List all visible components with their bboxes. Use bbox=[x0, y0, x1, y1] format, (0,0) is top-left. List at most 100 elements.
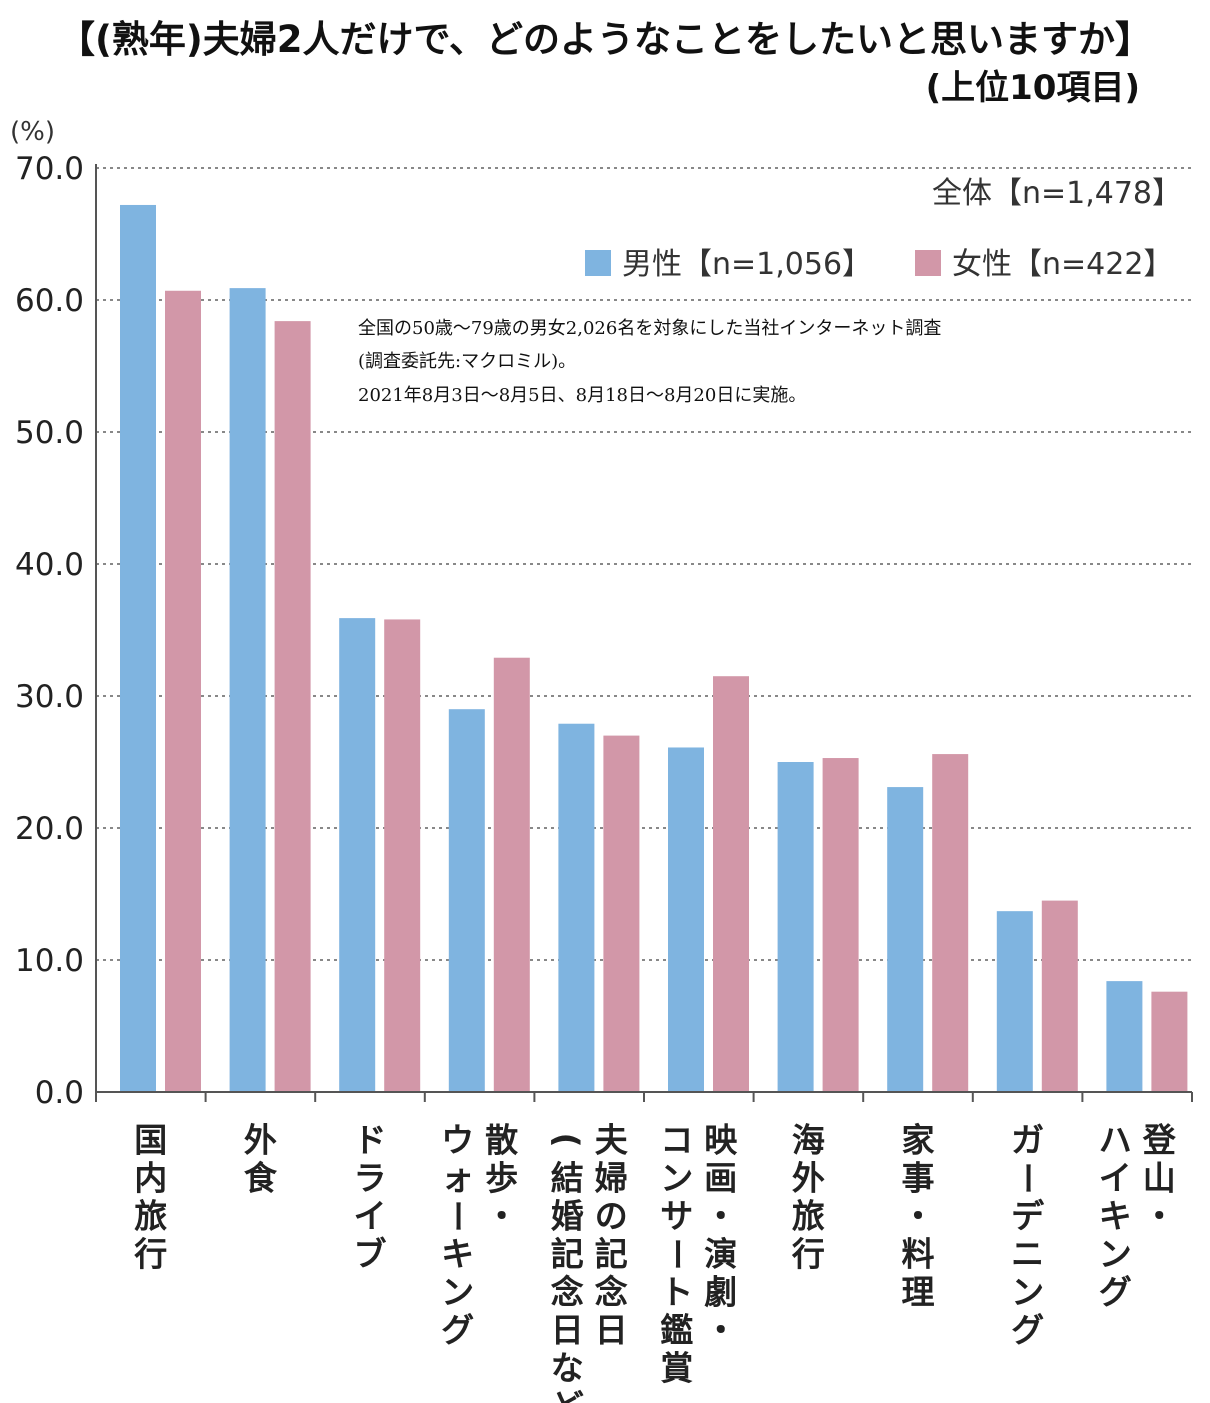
note-line-1: 全国の50歳〜79歳の男女2,026名を対象にした当社インターネット調査 bbox=[358, 318, 941, 339]
category-char: 山 bbox=[1143, 1159, 1176, 1198]
category-char: ド bbox=[354, 1121, 387, 1160]
category-char: ・ bbox=[704, 1311, 737, 1350]
y-tick-label: 60.0 bbox=[15, 283, 84, 319]
bar-male bbox=[887, 787, 924, 1092]
category-char: ・ bbox=[902, 1197, 935, 1236]
category-char: 鑑 bbox=[660, 1311, 693, 1350]
category-char: の bbox=[595, 1197, 628, 1236]
category-char: ガ bbox=[1011, 1121, 1044, 1160]
category-char: 演 bbox=[704, 1235, 737, 1274]
category-char: 国 bbox=[134, 1121, 167, 1160]
bar-male bbox=[668, 747, 704, 1092]
category-label: 外食 bbox=[244, 1121, 278, 1198]
category-char: 内 bbox=[134, 1159, 167, 1198]
category-label: 映画・演劇・ bbox=[704, 1121, 738, 1350]
bar-female bbox=[822, 758, 859, 1092]
bar-female bbox=[1151, 991, 1188, 1092]
category-label: (結婚記念日など) bbox=[548, 1132, 587, 1403]
category-char: コ bbox=[660, 1121, 693, 1160]
category-char: ・ bbox=[704, 1197, 737, 1236]
category-char: 念 bbox=[595, 1273, 628, 1312]
note-line-2: (調査委託先:マクロミル)。 bbox=[358, 351, 576, 372]
legend-swatch-male bbox=[585, 250, 611, 276]
category-labels: 国内旅行外食ドライブウォーキング散歩・(結婚記念日など)夫婦の記念日コンサート鑑… bbox=[133, 1121, 1176, 1403]
category-char: ー bbox=[438, 1200, 477, 1233]
category-char: 婚 bbox=[551, 1197, 584, 1236]
bar-female bbox=[274, 321, 311, 1092]
category-char: 劇 bbox=[704, 1273, 737, 1312]
category-char: 家 bbox=[902, 1121, 935, 1160]
bar-male bbox=[229, 288, 266, 1092]
bars bbox=[120, 204, 1188, 1092]
y-tick-label: 0.0 bbox=[35, 1075, 84, 1111]
y-tick-label: 40.0 bbox=[15, 547, 84, 583]
category-char: な bbox=[551, 1349, 584, 1388]
category-char: ー bbox=[1008, 1162, 1047, 1195]
category-char: キ bbox=[1099, 1197, 1132, 1236]
chart-subtitle: (上位10項目) bbox=[926, 68, 1140, 108]
y-tick-label: 20.0 bbox=[15, 811, 84, 847]
bar-female bbox=[713, 676, 749, 1092]
bar-female bbox=[165, 290, 201, 1092]
category-char: 映 bbox=[704, 1121, 738, 1160]
category-char: ー bbox=[657, 1238, 696, 1271]
category-char: ン bbox=[1099, 1235, 1132, 1274]
legend-female: 女性【n=422】 bbox=[952, 247, 1173, 282]
category-char: イ bbox=[354, 1197, 387, 1236]
bar-male bbox=[558, 723, 595, 1092]
chart-title: 【(熟年)夫婦2人だけで、どのようなことをしたいと思いますか】 bbox=[58, 18, 1152, 61]
category-char: 結 bbox=[551, 1159, 584, 1198]
bar-male bbox=[996, 911, 1033, 1092]
category-char: 記 bbox=[595, 1235, 628, 1274]
category-char: 料 bbox=[902, 1235, 935, 1274]
category-label: 登山・ bbox=[1142, 1121, 1177, 1236]
category-char: 歩 bbox=[485, 1159, 518, 1198]
category-label: 家事・料理 bbox=[902, 1121, 935, 1312]
legend: 全体【n=1,478】 男性【n=1,056】 女性【n=422】 bbox=[585, 176, 1182, 282]
category-char: ( bbox=[548, 1132, 587, 1147]
category-char: 賞 bbox=[660, 1349, 693, 1388]
bar-male bbox=[1106, 981, 1143, 1092]
category-char: ン bbox=[1011, 1273, 1044, 1312]
bar-female bbox=[1041, 900, 1078, 1092]
category-char: ニ bbox=[1011, 1235, 1044, 1274]
category-char: 旅 bbox=[792, 1197, 825, 1236]
category-char: ト bbox=[660, 1273, 693, 1312]
legend-swatch-female bbox=[915, 250, 941, 276]
category-char: 日 bbox=[595, 1311, 628, 1350]
y-tick-label: 70.0 bbox=[15, 151, 84, 187]
y-tick-labels: 0.0 10.0 20.0 30.0 40.0 50.0 60.0 70.0 bbox=[15, 151, 84, 1111]
survey-note: 全国の50歳〜79歳の男女2,026名を対象にした当社インターネット調査 (調査… bbox=[350, 308, 1090, 412]
bar-male bbox=[448, 709, 485, 1092]
category-char: 外 bbox=[244, 1121, 277, 1160]
category-char: サ bbox=[660, 1197, 693, 1236]
category-char: ン bbox=[441, 1273, 474, 1312]
category-char: 行 bbox=[791, 1235, 825, 1274]
survey-note-background bbox=[350, 308, 1090, 412]
category-char: 記 bbox=[551, 1235, 584, 1274]
legend-male: 男性【n=1,056】 bbox=[622, 247, 872, 282]
category-char: 日 bbox=[551, 1311, 584, 1350]
category-char: グ bbox=[441, 1311, 474, 1350]
category-char: 食 bbox=[244, 1159, 278, 1198]
category-char: 登 bbox=[1142, 1121, 1177, 1160]
category-char: ・ bbox=[1143, 1197, 1176, 1236]
note-line-3: 2021年8月3日〜8月5日、8月18日〜8月20日に実施。 bbox=[358, 385, 806, 406]
y-axis-label: (%) bbox=[10, 117, 55, 147]
category-char: キ bbox=[441, 1235, 474, 1274]
y-tick-label: 30.0 bbox=[15, 679, 84, 715]
category-label: 散歩・ bbox=[485, 1121, 518, 1236]
category-char: ウ bbox=[441, 1121, 474, 1160]
category-char: 夫 bbox=[595, 1121, 629, 1160]
category-char: ン bbox=[660, 1159, 693, 1198]
category-char: ラ bbox=[354, 1159, 387, 1198]
category-char: デ bbox=[1011, 1197, 1045, 1236]
category-char: 外 bbox=[792, 1159, 825, 1198]
